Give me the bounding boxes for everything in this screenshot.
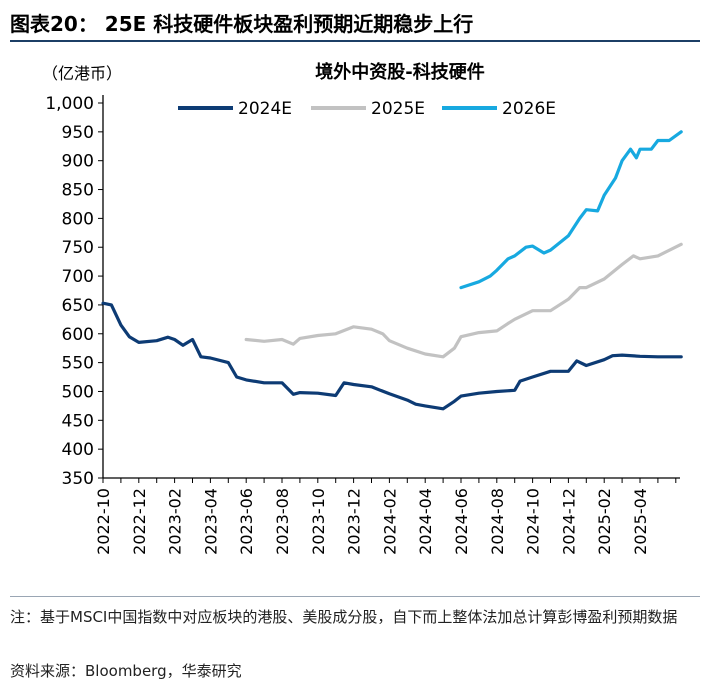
- x-tick-label: 2023-10: [309, 488, 328, 555]
- y-tick-label: 550: [62, 354, 94, 374]
- x-tick-label: 2025-02: [595, 488, 614, 555]
- x-tick-label: 2024-08: [488, 488, 507, 555]
- legend-label-2026e: 2026E: [502, 99, 556, 119]
- x-tick-label: 2022-10: [94, 488, 113, 555]
- y-tick-label: 500: [62, 382, 94, 402]
- legend-label-2025e: 2025E: [371, 99, 425, 119]
- y-tick-label: 750: [62, 238, 94, 258]
- x-tick-label: 2024-02: [380, 488, 399, 555]
- y-tick-label: 650: [62, 296, 94, 316]
- x-tick-label: 2024-12: [559, 488, 578, 555]
- footnote: 注：基于MSCI中国指数中对应板块的港股、美股成分股，自下而上整体法加总计算彭博…: [10, 608, 678, 626]
- x-tick-label: 2023-06: [237, 488, 256, 555]
- x-tick-label: 2023-08: [273, 488, 292, 555]
- series-line-2025e: [244, 242, 683, 359]
- x-tick-label: 2023-12: [345, 488, 364, 555]
- y-tick-label: 1,000: [45, 94, 94, 114]
- series-line-2026e: [459, 130, 683, 290]
- y-tick-label: 900: [62, 152, 94, 172]
- series-line-2024e: [101, 301, 683, 411]
- x-tick-label: 2023-04: [201, 488, 220, 555]
- x-tick-label: 2024-04: [416, 488, 435, 555]
- figure-title: 图表20： 25E 科技硬件板块盈利预期近期稳步上行: [10, 12, 474, 36]
- y-tick-label: 700: [62, 267, 94, 287]
- x-tick-label: 2024-06: [452, 488, 471, 555]
- y-tick-label: 600: [62, 325, 94, 345]
- x-tick-label: 2023-02: [166, 488, 185, 555]
- y-axis-unit: （亿港币）: [42, 64, 123, 83]
- figure-header: 图表20： 25E 科技硬件板块盈利预期近期稳步上行: [10, 8, 700, 42]
- y-tick-label: 950: [62, 123, 94, 143]
- legend-label-2024e: 2024E: [238, 99, 292, 119]
- line-chart: 1,000 950 900 850 800 750 700 650 600 550 500 450 40…: [45, 94, 683, 555]
- footnote-divider: [10, 596, 700, 597]
- title-underline: [10, 40, 700, 42]
- y-tick-label: 400: [62, 440, 94, 460]
- source-note: 资料来源：Bloomberg，华泰研究: [10, 662, 242, 680]
- y-tick-label: 850: [62, 181, 94, 201]
- x-tick-label: 2024-10: [524, 488, 543, 555]
- x-tick-label: 2025-04: [631, 488, 650, 555]
- y-tick-label: 350: [62, 469, 94, 489]
- y-tick-label: 450: [62, 411, 94, 431]
- y-tick-label: 800: [62, 209, 94, 229]
- chart-title: 境外中资股-科技硬件: [315, 62, 485, 83]
- x-tick-label: 2022-12: [130, 488, 149, 555]
